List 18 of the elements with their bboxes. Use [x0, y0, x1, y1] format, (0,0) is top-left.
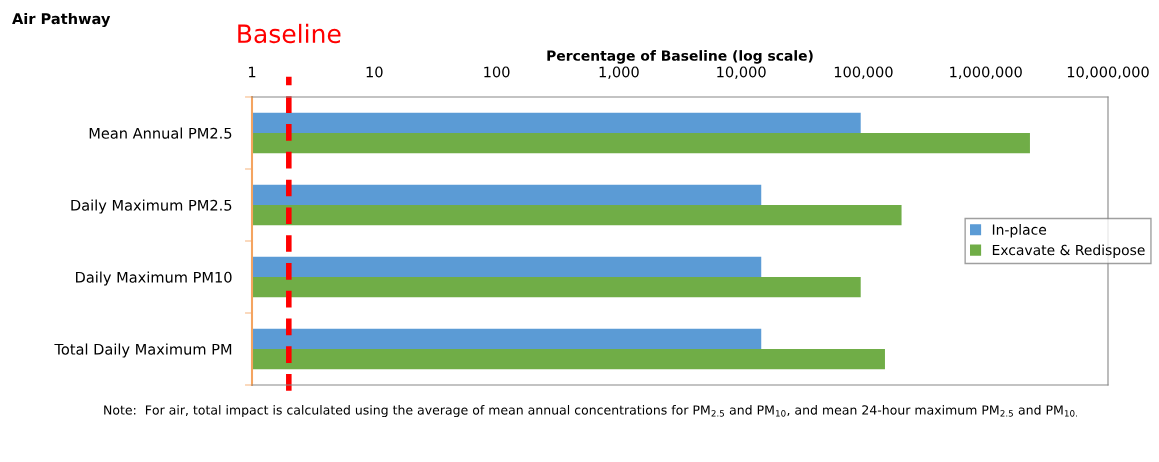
x-tick-label: 1	[248, 66, 256, 78]
y-tick-label: Total Daily Maximum PM	[54, 343, 232, 358]
x-tick-label: 1,000,000	[950, 66, 1022, 79]
y-tick-label: Daily Maximum PM2.5	[71, 199, 232, 214]
y-tick-label: Mean Annual PM2.5	[89, 127, 232, 139]
x-tick-label: 100	[484, 66, 510, 78]
x-tick-label: 1,000	[599, 66, 639, 79]
ref-line-label: Baseline	[238, 23, 341, 44]
text: Note: For air, total impact is calculated using the average of mean annual concentrations for PM$_{2.5}$ and PM$_{10}$, and mean 24-hour maximum PM$_{2.5}$ and PM$_{10.}$	[104, 405, 1077, 418]
x-tick-label: 10	[366, 66, 383, 78]
text: Air Pathway	[12, 12, 111, 28]
x-tick-label: 10,000,000	[1067, 66, 1149, 79]
y-tick-label: Daily Maximum PM10	[76, 271, 232, 286]
x-tick-label: 10,000	[717, 66, 766, 79]
legend-label: Excavate & Redispose	[992, 244, 1145, 258]
x-tick-label: 100,000	[834, 66, 893, 79]
legend-label: In-place	[992, 224, 1047, 238]
x-axis-title: Percentage of Baseline (log scale)	[547, 50, 813, 64]
